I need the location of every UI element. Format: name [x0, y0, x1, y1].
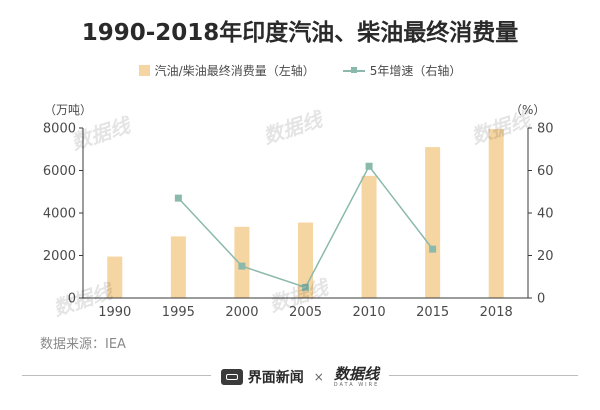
data-source: 数据来源：IEA [40, 337, 126, 352]
left-tick-label: 4000 [43, 207, 76, 222]
left-tick-label: 8000 [43, 122, 76, 137]
x-tick-label: 2015 [416, 305, 449, 320]
left-tick-label: 6000 [43, 164, 76, 179]
bar-2000 [234, 226, 250, 298]
footer: 界面新闻 × 数据线 DATA WIRE [0, 366, 600, 388]
legend-bar-label: 汽油/柴油最终消费量（左轴） [154, 64, 315, 78]
left-tick-label: 0 [68, 292, 76, 307]
legend-bar-swatch [138, 65, 150, 76]
legend-line-label: 5年增速（右轴） [369, 64, 462, 78]
x-tick-label: 2018 [480, 305, 513, 320]
left-tick-label: 2000 [43, 249, 76, 264]
bar-1990 [107, 256, 123, 298]
bar-2010 [361, 175, 377, 298]
legend-item-consumption: 汽油/柴油最终消费量（左轴） [138, 62, 315, 79]
brand-name: 界面新闻 [247, 370, 304, 386]
chart-title: 1990-2018年印度汽油、柴油最终消费量 [81, 20, 519, 46]
datawire-logo: 数据线 DATA WIRE [333, 364, 380, 388]
x-tick-label: 1995 [162, 305, 195, 320]
right-tick-label: 0 [537, 292, 545, 307]
right-tick-label: 20 [537, 249, 554, 264]
bar-2015 [425, 147, 441, 298]
right-tick-label: 60 [537, 164, 554, 179]
jiemian-logo-icon [220, 369, 243, 385]
datawire-logo-subtext: DATA WIRE [333, 381, 380, 388]
legend-line-swatch [342, 65, 365, 76]
growth-point-2000 [238, 262, 246, 270]
x-tick-label: 2005 [289, 305, 322, 320]
x-tick-label: 1990 [98, 305, 131, 320]
bar-2018 [488, 129, 504, 298]
x-tick-label: 2000 [225, 305, 258, 320]
growth-point-2015 [429, 245, 437, 253]
right-tick-label: 80 [537, 122, 554, 137]
right-axis-unit: （%） [510, 103, 545, 117]
bar-1995 [170, 236, 186, 298]
legend-item-growth: 5年增速（右轴） [342, 62, 462, 79]
growth-point-2005 [302, 283, 309, 291]
datawire-logo-text: 数据线 [334, 364, 380, 383]
right-tick-label: 40 [537, 207, 554, 222]
left-axis-unit: （万吨） [44, 103, 92, 117]
separator: × [313, 370, 324, 384]
chart-legend: 汽油/柴油最终消费量（左轴） 5年增速（右轴） [0, 62, 600, 79]
growth-point-2010 [365, 162, 373, 170]
x-tick-label: 2010 [353, 305, 386, 320]
growth-point-1995 [174, 194, 182, 202]
